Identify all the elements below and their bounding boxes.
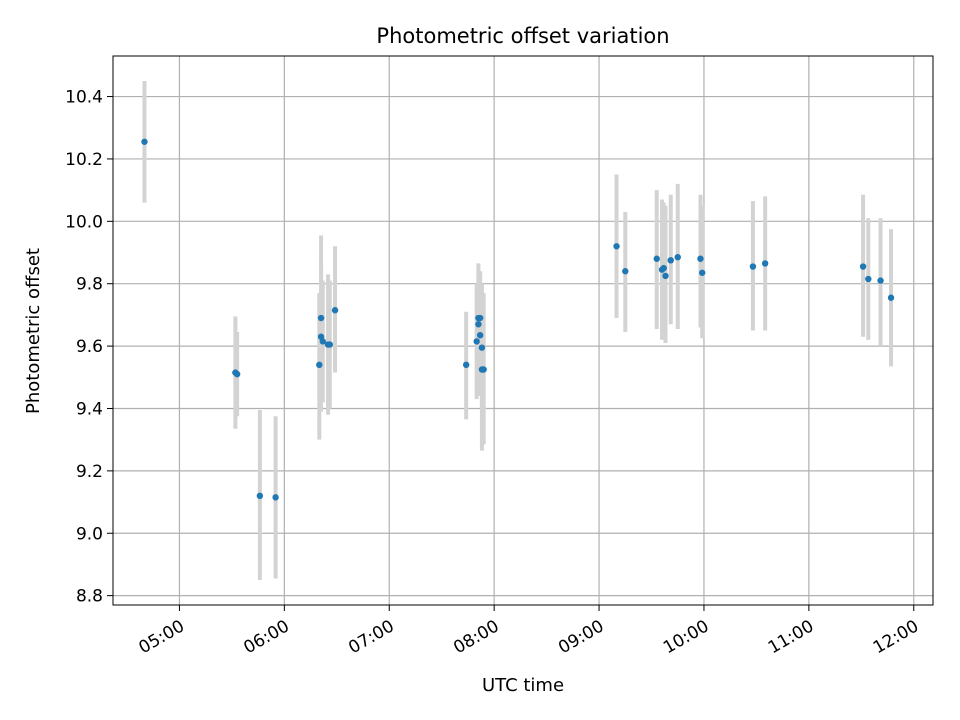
data-point — [653, 255, 660, 262]
data-point — [272, 494, 279, 501]
data-point — [859, 263, 867, 270]
y-axis-ticks: 8.8 9.0 9.2 9.4 9.6 9.8 10.0 10.2 10.4 — [65, 88, 113, 607]
data-point — [478, 344, 486, 351]
y-axis-label: Photometric offset — [23, 248, 44, 414]
data-point — [476, 331, 484, 339]
data-point — [865, 275, 872, 283]
plot-area — [113, 56, 933, 605]
data-point — [480, 366, 487, 373]
axes-frame — [112, 55, 934, 606]
data-point — [326, 341, 334, 348]
data-point — [622, 268, 629, 275]
data-point — [319, 338, 327, 345]
data-point — [877, 277, 884, 284]
chart-title: Photometric offset variation — [376, 24, 669, 48]
data-point — [473, 338, 480, 345]
y-tick-label: 10.2 — [65, 150, 103, 170]
y-tick-label: 10.0 — [65, 212, 103, 232]
data-point — [761, 260, 769, 267]
data-point — [699, 269, 706, 276]
y-tick-label: 8.8 — [76, 587, 103, 607]
y-tick-label: 9.2 — [76, 462, 103, 482]
y-tick-label: 9.0 — [76, 524, 103, 544]
data-point — [475, 321, 482, 328]
data-point — [674, 253, 681, 261]
data-point — [316, 361, 323, 369]
data-point — [317, 314, 325, 322]
data-point — [141, 138, 148, 145]
y-tick-label: 10.4 — [65, 88, 103, 108]
data-points — [141, 138, 895, 501]
y-tick-label: 9.8 — [76, 275, 103, 295]
data-point — [331, 307, 339, 314]
data-point — [476, 314, 484, 322]
data-point — [462, 361, 470, 369]
data-point — [887, 294, 895, 301]
grid — [113, 56, 933, 605]
x-axis-label: UTC time — [482, 675, 564, 696]
data-point — [697, 255, 704, 262]
data-point — [667, 257, 674, 264]
data-point — [660, 264, 667, 272]
data-point — [662, 272, 669, 280]
y-tick-label: 9.4 — [76, 399, 103, 419]
data-point — [613, 243, 620, 250]
data-point — [749, 263, 757, 270]
y-tick-label: 9.6 — [76, 337, 103, 357]
data-point — [233, 370, 241, 378]
data-point — [256, 492, 264, 500]
